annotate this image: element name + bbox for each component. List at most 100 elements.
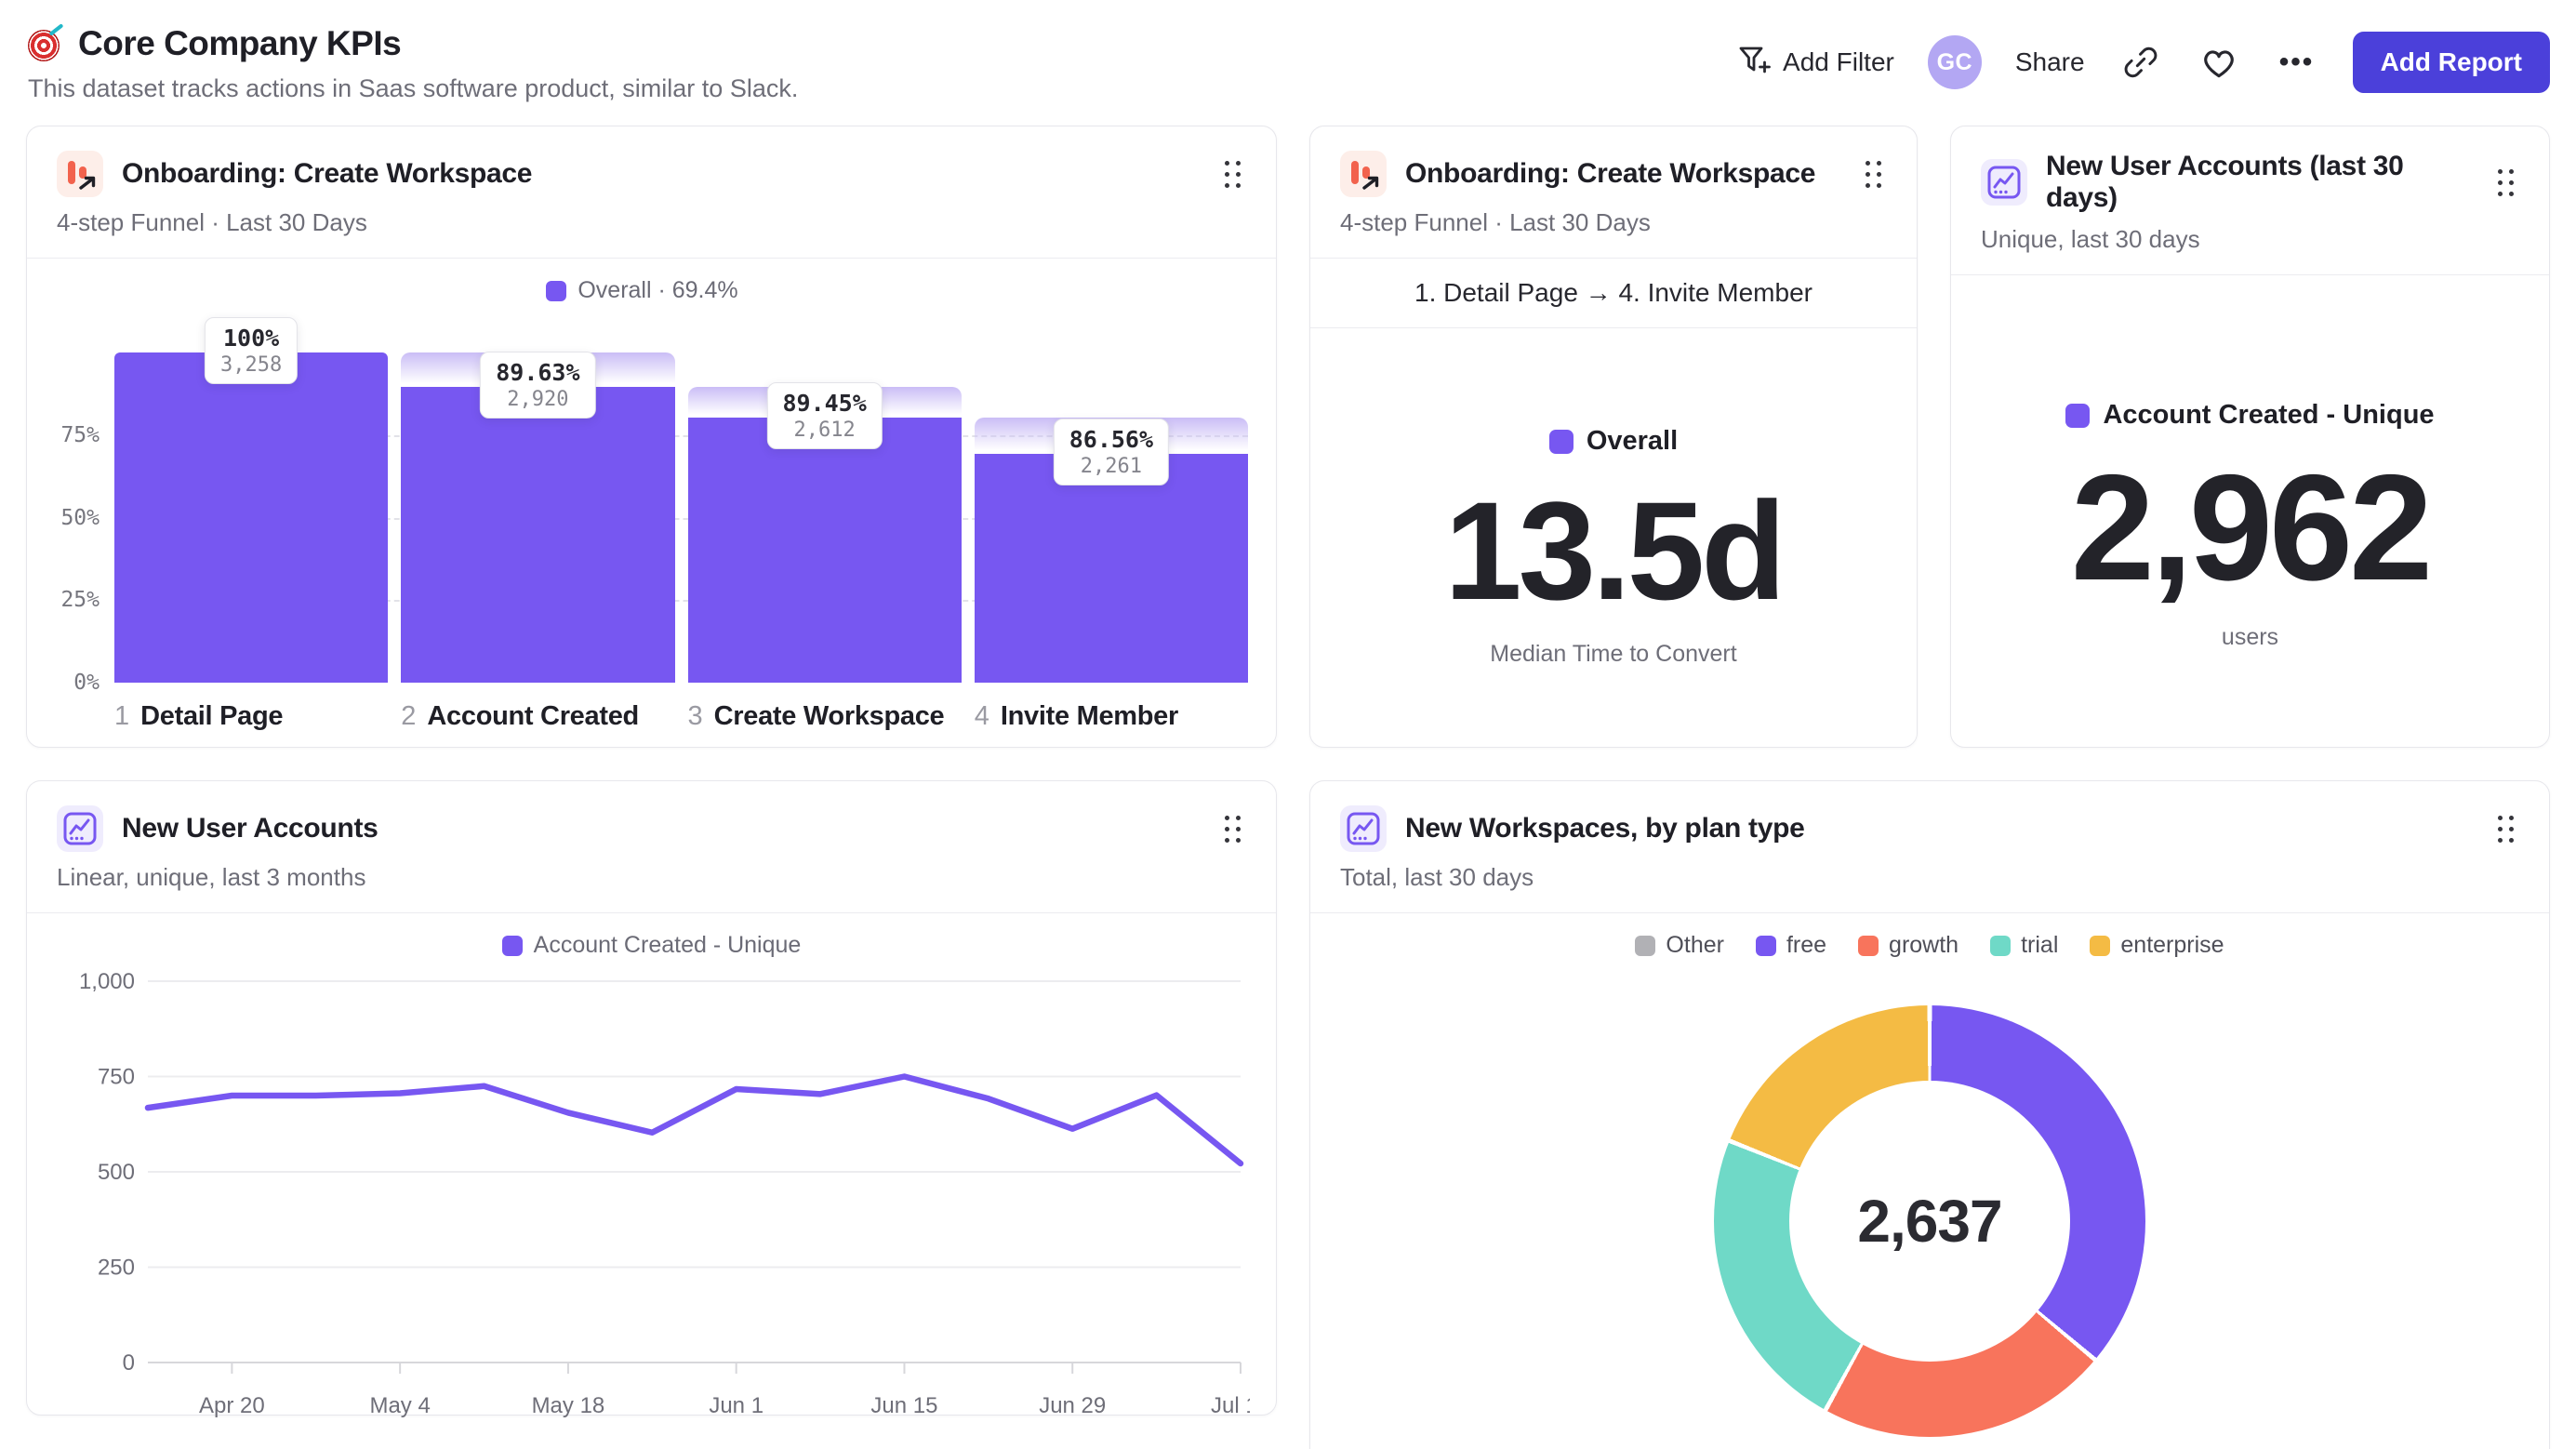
line-chart[interactable]: 0 250 500 750 1,000 Apr 20 May 4 May 18 Jun 1 Jun… [55, 968, 1250, 1449]
card-title[interactable]: Onboarding: Create Workspace [122, 158, 533, 189]
svg-text:250: 250 [98, 1256, 135, 1281]
funnel-step-label: 4 Invite Member [974, 701, 1179, 731]
svg-text:Jul 13: Jul 13 [1211, 1393, 1250, 1418]
metric-caption: Median Time to Convert [1490, 641, 1737, 667]
funnel-bars[interactable]: 100% 3,258 89.63% 2,920 89.45% 2,612 86.56% 2,2… [114, 317, 1248, 683]
share-button[interactable]: Share [2014, 47, 2085, 76]
svg-text:1,000: 1,000 [79, 969, 135, 994]
legend-swatch [1858, 935, 1879, 956]
funnel-y-axis: 0% 25% 50% 75% [36, 352, 114, 695]
legend-item[interactable]: trial [1990, 932, 2058, 959]
funnel-value-label: 89.63% 2,920 [480, 351, 596, 419]
card-title[interactable]: New Workspaces, by plan type [1405, 813, 1805, 844]
svg-text:May 18: May 18 [532, 1393, 605, 1418]
add-report-button[interactable]: Add Report [2352, 32, 2550, 93]
funnel-value-label: 86.56% 2,261 [1053, 418, 1170, 485]
legend-swatch [2090, 935, 2111, 956]
card-funnel: Onboarding: Create Workspace 4-step Funn… [26, 126, 1277, 748]
insights-chart-icon [1981, 159, 2027, 206]
legend-swatch [1990, 935, 2012, 956]
filter-plus-icon [1734, 41, 1772, 85]
legend-swatch [1635, 935, 1656, 956]
card-subtitle: 4-step Funnel · Last 30 Days [1340, 208, 1651, 236]
card-title[interactable]: New User Accounts (last 30 days) [2046, 151, 2404, 213]
cards-grid: Onboarding: Create Workspace 4-step Funn… [0, 103, 2576, 1449]
copy-link-icon[interactable] [2118, 40, 2163, 85]
donut-legend: Other free growth trial enterprise [1338, 932, 2521, 959]
card-new-accounts-30d: New User Accounts (last 30 days) Unique,… [1950, 126, 2550, 748]
funnel-step-label: 3 Create Workspace [687, 701, 945, 731]
y-tick-label: 50% [60, 505, 100, 530]
drag-handle-icon[interactable] [2492, 164, 2519, 202]
legend-swatch [1755, 935, 1776, 956]
legend-swatch [2065, 403, 2091, 428]
svg-text:Jun 29: Jun 29 [1039, 1393, 1106, 1418]
card-title[interactable]: Onboarding: Create Workspace [1405, 158, 1816, 189]
legend-item[interactable]: Other [1635, 932, 1724, 959]
funnel-legend[interactable]: Overall · 69.4% [36, 277, 1248, 304]
card-subtitle: Unique, last 30 days [1981, 225, 2200, 253]
svg-text:750: 750 [98, 1065, 135, 1090]
legend-item[interactable]: free [1755, 932, 1826, 959]
svg-text:Jun 1: Jun 1 [709, 1393, 764, 1418]
more-menu-button[interactable]: ••• [2278, 47, 2315, 77]
divider [27, 912, 1276, 913]
donut-chart[interactable]: 2,637 [1714, 1005, 2145, 1437]
legend-item[interactable]: enterprise [2090, 932, 2224, 959]
legend-swatch [546, 280, 567, 301]
y-tick-label: 25% [60, 588, 100, 613]
card-title[interactable]: New User Accounts [122, 813, 378, 844]
svg-text:May 4: May 4 [369, 1393, 430, 1418]
legend-swatch [501, 935, 523, 956]
divider [1310, 258, 1917, 259]
divider [1310, 327, 1917, 328]
donut-hole: 2,637 [1789, 1081, 2070, 1362]
card-subtitle: Total, last 30 days [1340, 863, 1534, 891]
donut-total-value: 2,637 [1857, 1188, 2002, 1255]
funnel-value-label: 100% 3,258 [205, 317, 299, 384]
drag-handle-icon[interactable] [2492, 810, 2519, 848]
divider [1310, 912, 2549, 913]
divider [27, 258, 1276, 259]
favorite-heart-icon[interactable] [2197, 40, 2241, 85]
legend-item[interactable]: growth [1858, 932, 1959, 959]
divider [1951, 274, 2549, 275]
funnel-bar[interactable]: 100% 3,258 [114, 317, 389, 683]
page-subtitle: This dataset tracks actions in Saas soft… [28, 74, 799, 102]
funnel-range-label: 1. Detail Page → 4. Invite Member [1414, 278, 1812, 307]
funnel-chart-icon [1340, 151, 1387, 197]
svg-text:Jun 15: Jun 15 [870, 1393, 937, 1418]
card-subtitle: 4-step Funnel · Last 30 Days [57, 208, 367, 236]
page-title: Core Company KPIs [78, 24, 402, 62]
funnel-bar[interactable]: 86.56% 2,261 [974, 352, 1248, 683]
svg-text:0: 0 [123, 1350, 135, 1376]
drag-handle-icon[interactable] [1219, 155, 1246, 193]
card-accounts-trend: New User Accounts Linear, unique, last 3… [26, 780, 1277, 1418]
card-workspaces-by-plan: New Workspaces, by plan type Total, last… [1309, 780, 2550, 1449]
funnel-bar[interactable]: 89.63% 2,920 [401, 351, 675, 683]
line-legend[interactable]: Account Created - Unique [55, 932, 1248, 959]
metric-legend[interactable]: Overall [1548, 426, 1678, 457]
metric-caption: users [2221, 624, 2279, 650]
legend-swatch [1548, 429, 1573, 454]
funnel-step-label: 1 Detail Page [114, 701, 284, 731]
drag-handle-icon[interactable] [1860, 155, 1887, 193]
card-time-to-convert: Onboarding: Create Workspace 4-step Funn… [1309, 126, 1918, 748]
funnel-bar[interactable]: 89.45% 2,612 [687, 352, 962, 683]
y-tick-label: 0% [73, 671, 100, 695]
drag-handle-icon[interactable] [1219, 810, 1246, 848]
median-time-value: 13.5d [1444, 472, 1786, 629]
funnel-value-label: 89.45% 2,612 [766, 382, 883, 450]
funnel-chart-icon [57, 151, 103, 197]
insights-chart-icon [1340, 805, 1387, 852]
metric-legend[interactable]: Account Created - Unique [2065, 400, 2435, 431]
avatar[interactable]: GC [1927, 35, 1982, 89]
target-icon [28, 23, 64, 61]
page-header: Core Company KPIs This dataset tracks ac… [0, 0, 2576, 103]
card-subtitle: Linear, unique, last 3 months [57, 863, 366, 891]
insights-chart-icon [57, 805, 103, 852]
svg-text:Apr 20: Apr 20 [199, 1393, 265, 1418]
unique-users-value: 2,962 [2070, 444, 2433, 612]
add-filter-button[interactable]: Add Filter [1734, 41, 1894, 85]
